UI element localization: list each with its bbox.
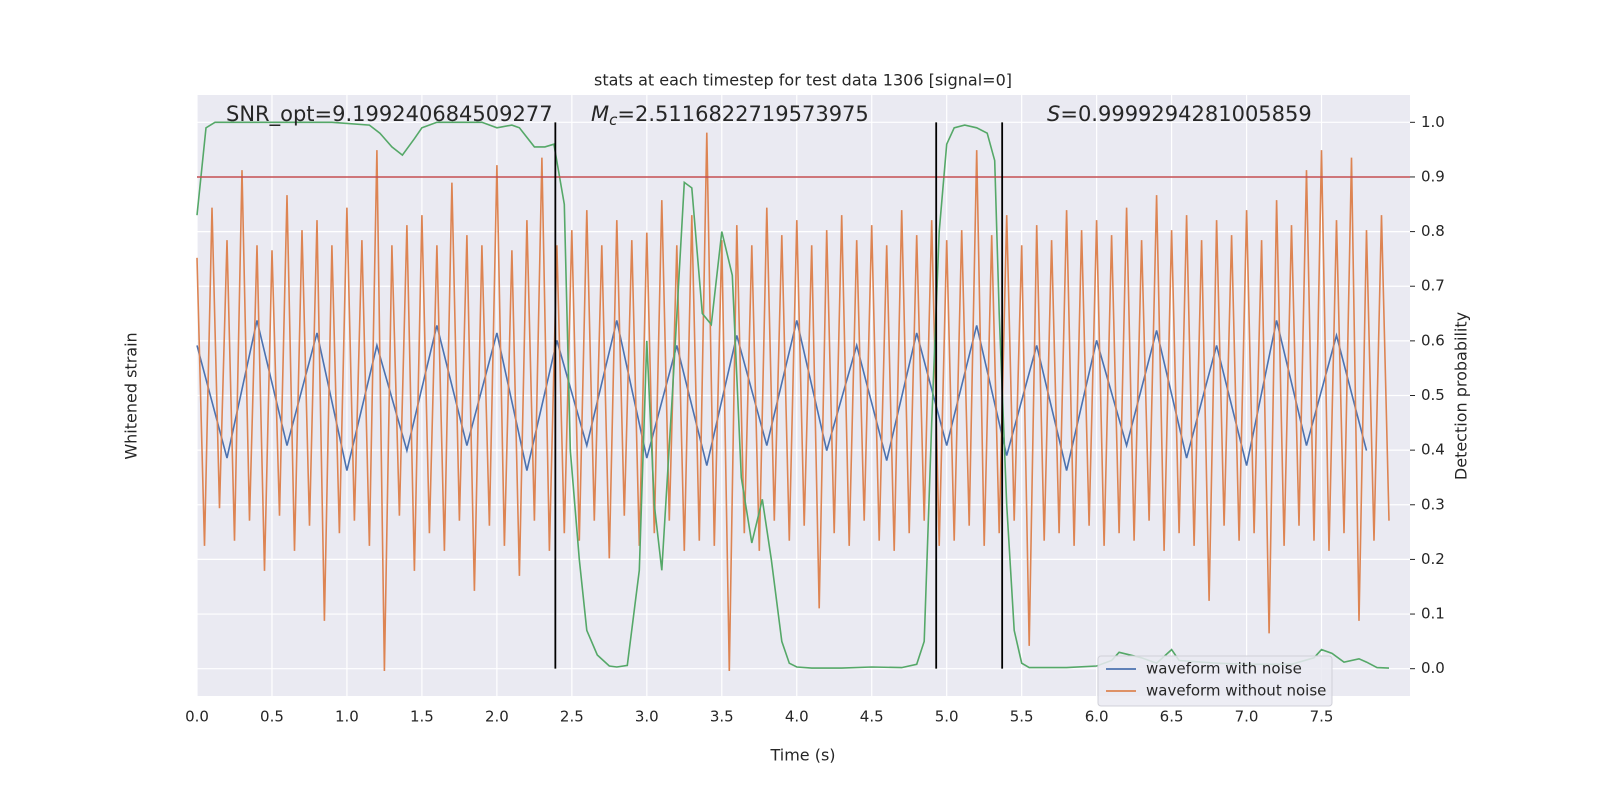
legend-box (1097, 655, 1333, 707)
legend-label: waveform without noise (1146, 682, 1326, 700)
annotation-part: M (591, 102, 609, 126)
y2-tick-label: 0.6 (1421, 331, 1445, 349)
x-tick-label: 4.0 (785, 708, 809, 726)
legend-label: waveform with noise (1146, 660, 1302, 678)
y2-tick-label: 0.0 (1421, 659, 1445, 677)
y2-tick-label: 0.3 (1421, 495, 1445, 513)
y-axis-label: Whitened strain (122, 332, 141, 459)
y2-tick-label: 0.8 (1421, 222, 1445, 240)
x-tick-label: 4.5 (860, 708, 884, 726)
chart-title: stats at each timestep for test data 130… (594, 71, 1012, 90)
y2-tick-label: 0.5 (1421, 386, 1445, 404)
y2-tick-label: 1.0 (1421, 113, 1445, 131)
x-tick-label: 5.5 (1010, 708, 1034, 726)
annotation-part: =2.5116822719573975 (617, 102, 868, 126)
series-line (196, 132, 1390, 672)
x-tick-label: 6.0 (1085, 708, 1109, 726)
y2-tick-label: 0.4 (1421, 441, 1445, 459)
x-tick-label: 7.5 (1310, 708, 1334, 726)
annotation-part: c (609, 111, 618, 129)
annotation-part: S (1047, 102, 1060, 126)
annotation-part: =0.9999294281005859 (1060, 102, 1311, 126)
x-tick-label: 7.0 (1235, 708, 1259, 726)
x-tick-label: 6.5 (1160, 708, 1184, 726)
annotation-part: SNR_opt=9.199240684509277 (226, 102, 553, 127)
y2-axis-label: Detection probability (1452, 312, 1471, 480)
y2-tick-label: 0.9 (1421, 167, 1445, 185)
x-tick-label: 1.5 (410, 708, 434, 726)
annotation: S=0.9999294281005859 (1047, 102, 1312, 126)
y2-tick-label: 0.1 (1421, 605, 1445, 623)
x-axis-label: Time (s) (769, 746, 835, 765)
x-tick-label: 5.0 (935, 708, 959, 726)
x-tick-label: 2.0 (485, 708, 509, 726)
x-tick-label: 1.0 (335, 708, 359, 726)
x-tick-label: 0.5 (260, 708, 284, 726)
x-tick-label: 2.5 (560, 708, 584, 726)
series-line (196, 320, 1368, 471)
annotation: Mc=2.5116822719573975 (591, 102, 869, 129)
x-tick-label: 0.0 (185, 708, 209, 726)
x-tick-label: 3.5 (710, 708, 734, 726)
y2-tick-label: 0.7 (1421, 277, 1445, 295)
annotation: SNR_opt=9.199240684509277 (226, 102, 553, 127)
y2-tick-label: 0.2 (1421, 550, 1445, 568)
x-tick-label: 3.0 (635, 708, 659, 726)
